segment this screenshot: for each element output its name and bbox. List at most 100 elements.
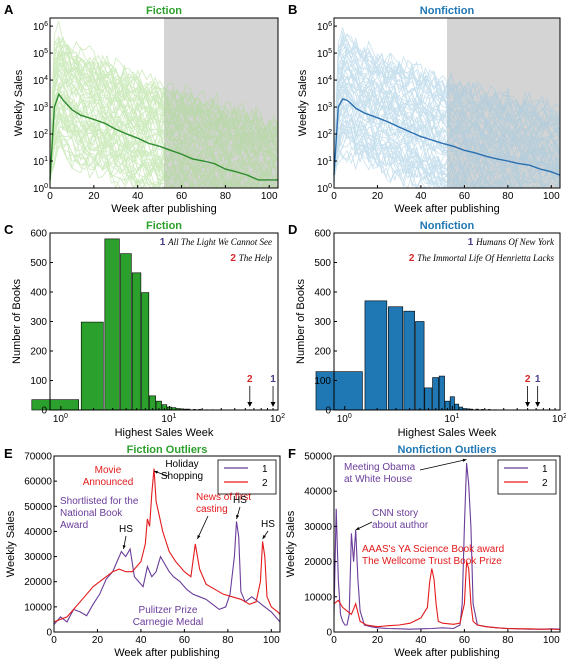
- y-tick-label: 30000: [24, 552, 52, 563]
- y-tick-label: 101: [33, 156, 48, 168]
- trajectory: [49, 36, 279, 174]
- y-tick-label: 400: [30, 288, 47, 299]
- trajectory: [333, 105, 560, 189]
- annotation-text: Announced: [83, 477, 134, 488]
- annotation-text: Movie: [95, 465, 122, 476]
- annotation-text: Meeting Obama: [344, 462, 416, 473]
- x-tick-label: 20: [372, 635, 384, 646]
- x-tick-label: 60: [176, 191, 188, 202]
- x-tick-label: 101: [161, 413, 176, 425]
- panel-f: Nonfiction Outliers 0 20 40 60 80 100 0 10000 200…: [285, 444, 561, 659]
- arrow-head: [262, 535, 266, 539]
- annotation-rank: 1: [535, 374, 541, 385]
- y-tick-label: 104: [33, 75, 48, 87]
- y-tick-label: 106: [33, 21, 48, 33]
- annotation-text: CNN story: [372, 508, 418, 519]
- x-tick-label: 100: [53, 413, 68, 425]
- trajectory: [49, 44, 279, 170]
- panel-letter-b: B: [288, 2, 297, 17]
- y-tick-label: 101: [317, 156, 332, 168]
- annotation-text: Shopping: [161, 471, 203, 482]
- x-tick-label: 0: [47, 191, 53, 202]
- y-tick-label: 102: [33, 129, 48, 141]
- panel-letter-c: C: [4, 222, 14, 237]
- trajectory: [333, 58, 561, 183]
- y-tick-label: 100: [33, 183, 48, 195]
- y-axis-label: Weekly Sales: [297, 69, 309, 136]
- x-tick-label: 20: [88, 191, 100, 202]
- legend: 12: [217, 459, 277, 495]
- y-tick-label: 60000: [24, 477, 52, 488]
- annotation-legend: 2 The Help: [230, 253, 272, 264]
- annotation-text: National Book: [60, 508, 123, 519]
- x-tick-label: 40: [132, 191, 144, 202]
- x-tick-label: 100: [543, 191, 560, 202]
- trajectory: [333, 91, 561, 180]
- panel-d: Nonfiction 0 100 200 300 400 500 600 100 101 102 Hi…: [295, 220, 566, 439]
- y-tick-label: 600: [314, 229, 331, 240]
- y-tick-label: 105: [317, 48, 332, 60]
- panel-letter-a: A: [4, 2, 14, 17]
- legend-label: 1: [542, 464, 548, 475]
- annotation-text: Holiday: [165, 459, 198, 470]
- x-axis-label: Week after publishing: [111, 203, 217, 215]
- arrow-head: [247, 402, 253, 407]
- legend-label: 1: [262, 464, 268, 475]
- chart-title: Nonfiction: [420, 220, 475, 232]
- y-axis-label: Number of Books: [11, 279, 23, 364]
- chart-title: Fiction: [146, 5, 182, 17]
- annotation-hs: HS: [261, 519, 275, 530]
- legend: 12: [497, 459, 557, 495]
- y-tick-label: 600: [30, 229, 47, 240]
- y-tick-label: 50000: [24, 502, 52, 513]
- y-tick-label: 100: [317, 183, 332, 195]
- x-tick-label: 80: [220, 191, 232, 202]
- x-axis-label: Week after publishing: [394, 647, 500, 659]
- trajectory: [49, 76, 279, 174]
- annotation-legend: 1 All The Light We Cannot See: [160, 237, 272, 248]
- y-tick-label: 10000: [24, 602, 52, 613]
- y-tick-label: 20000: [304, 557, 332, 568]
- bar: [120, 253, 132, 411]
- arrow-head: [270, 402, 276, 407]
- arrow-head: [525, 402, 531, 407]
- y-tick-label: 400: [314, 288, 331, 299]
- y-tick-label: 500: [314, 258, 331, 269]
- panel-e: Fiction Outliers 0 20 40 60 80 100 0 10000 20000 3…: [5, 444, 281, 659]
- panel-letter-e: E: [4, 446, 13, 461]
- panel-c: Fiction 0 100 200 300 400 500 600 100 101 102 Highe…: [11, 220, 285, 439]
- trajectory: [333, 87, 561, 187]
- bar: [388, 306, 404, 411]
- x-tick-label: 100: [543, 635, 560, 646]
- y-tick-label: 10000: [304, 592, 332, 603]
- x-tick-label: 80: [502, 191, 514, 202]
- y-tick-label: 105: [33, 48, 48, 60]
- y-axis-label: Weekly Sales: [5, 510, 17, 577]
- annotation-text: News of first: [196, 492, 251, 503]
- y-tick-label: 0: [325, 406, 331, 417]
- y-tick-label: 70000: [24, 452, 52, 463]
- mean-sales-line: [49, 92, 278, 181]
- x-tick-label: 0: [331, 191, 337, 202]
- legend-label: 2: [542, 478, 548, 489]
- trajectory: [333, 70, 561, 170]
- annotation-legend: 1 Humans Of New York: [468, 237, 555, 248]
- x-tick-label: 100: [261, 191, 278, 202]
- trajectory: [333, 47, 561, 179]
- annotation-text: Shortlisted for the: [60, 496, 139, 507]
- trajectory: [333, 43, 561, 180]
- panel-letter-f: F: [288, 446, 296, 461]
- chart-title: Nonfiction Outliers: [398, 444, 497, 456]
- arrow-head: [355, 526, 360, 530]
- x-tick-label: 100: [337, 413, 352, 425]
- y-tick-label: 40000: [304, 487, 332, 498]
- arrow-head: [535, 402, 541, 407]
- panel-b: Nonfiction 0 20 40 60 80 100 100 101 102 103 104 105…: [297, 5, 561, 215]
- x-axis-label: Week after publishing: [114, 647, 220, 659]
- annotation-legend: 2 The Immortal Life Of Henrietta Lacks: [409, 253, 555, 264]
- trajectory: [49, 52, 279, 170]
- y-tick-label: 500: [30, 258, 47, 269]
- x-tick-label: 0: [51, 635, 57, 646]
- y-tick-label: 50000: [304, 452, 332, 463]
